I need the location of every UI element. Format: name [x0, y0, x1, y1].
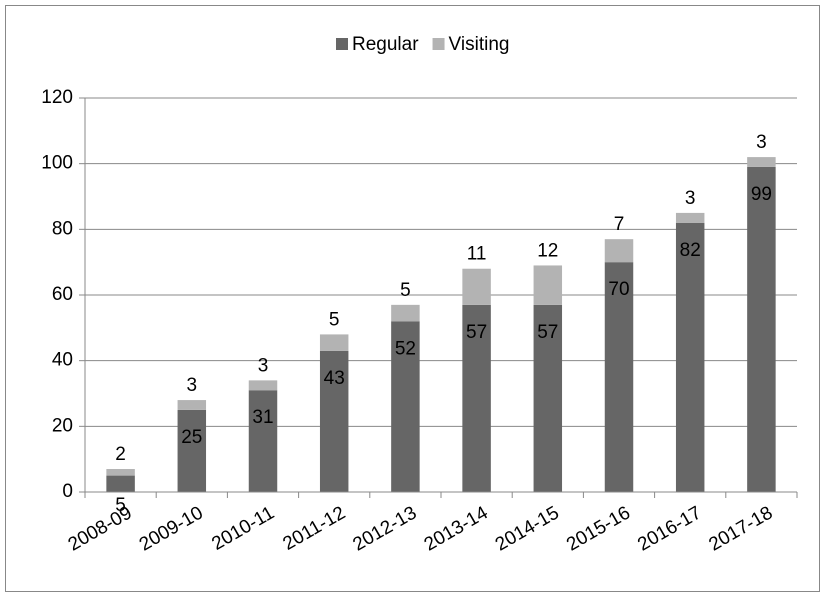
y-tick-label: 100 [41, 153, 73, 174]
data-label: 2 [115, 444, 126, 465]
bar-segment [747, 166, 776, 492]
bar-segment [675, 222, 705, 492]
data-label: 5 [400, 280, 411, 301]
legend-label: Visiting [449, 34, 510, 55]
y-tick-label: 60 [52, 284, 73, 305]
data-label: 7 [614, 214, 625, 235]
data-label: 3 [756, 132, 767, 153]
bar-segment [604, 262, 634, 492]
bar-segment [675, 212, 705, 223]
y-tick-label: 20 [52, 415, 73, 436]
legend-label: Regular [352, 34, 419, 55]
bar-segment [604, 239, 634, 263]
y-tick-label: 80 [52, 218, 73, 239]
y-tick-label: 120 [41, 87, 73, 108]
data-label: 57 [537, 322, 558, 343]
bar-segment [106, 475, 135, 492]
y-tick-label: 0 [62, 481, 73, 502]
bar-segment [248, 380, 278, 391]
data-label: 25 [181, 427, 202, 448]
data-label: 5 [115, 495, 126, 516]
bar-segment [391, 321, 420, 492]
legend-swatch [432, 38, 445, 50]
data-label: 3 [258, 355, 269, 376]
y-tick-label: 40 [52, 350, 73, 371]
bar-segment [462, 268, 491, 305]
legend: Regular Visiting [336, 34, 509, 55]
data-label: 82 [680, 240, 701, 261]
bar-segment [106, 469, 135, 476]
bar-segment [319, 334, 349, 351]
data-label: 3 [187, 375, 198, 396]
bar-segment [177, 400, 207, 410]
data-label: 5 [329, 309, 340, 330]
data-label: 31 [252, 407, 273, 428]
bar-segment [391, 304, 420, 322]
legend-swatch [336, 38, 348, 50]
bar-segment [533, 265, 563, 305]
bar-segment [319, 350, 349, 492]
bar-segment [177, 409, 207, 492]
data-label: 57 [466, 322, 487, 343]
data-label: 99 [751, 184, 772, 205]
data-label: 70 [608, 279, 629, 300]
bar-segment [747, 157, 776, 167]
data-label: 43 [324, 368, 345, 389]
data-label: 52 [395, 338, 416, 359]
bar-segment [533, 304, 563, 492]
bar-segment [462, 304, 491, 492]
bar-segment [248, 390, 278, 492]
data-label: 3 [685, 188, 696, 209]
data-label: 12 [537, 240, 558, 261]
data-label: 11 [467, 244, 487, 265]
